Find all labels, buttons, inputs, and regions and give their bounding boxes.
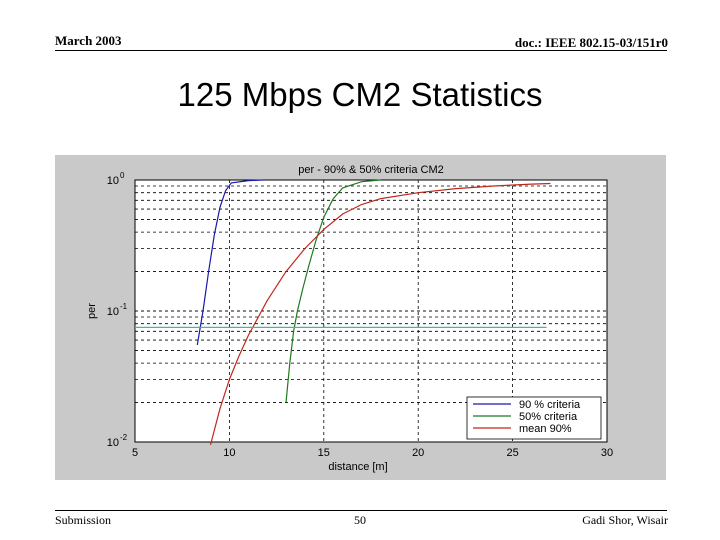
y-tick-label: 10 xyxy=(107,437,119,449)
x-tick-label: 10 xyxy=(223,447,235,459)
legend-label: 90 % criteria xyxy=(519,399,581,411)
legend-label: mean 90% xyxy=(519,423,572,435)
y-axis-label: per xyxy=(86,303,98,319)
legend-label: 50% criteria xyxy=(519,411,578,423)
header-doc-id: doc.: IEEE 802.15-03/151r0 xyxy=(514,35,668,50)
series-line-2 xyxy=(285,179,381,403)
series-layer xyxy=(135,179,551,446)
grid-layer xyxy=(134,179,608,443)
x-tick-label: 20 xyxy=(412,447,424,459)
y-tick-exponent: -1 xyxy=(120,302,128,311)
y-tick-label: 10 xyxy=(107,306,119,318)
header-divider xyxy=(55,50,667,51)
slide-title: 125 Mbps CM2 Statistics xyxy=(177,76,543,113)
footer-divider xyxy=(55,510,667,511)
y-tick-label: 10 xyxy=(107,175,119,187)
x-tick-label: 5 xyxy=(132,447,138,459)
series-line-3 xyxy=(209,182,551,446)
x-tick-label: 25 xyxy=(506,447,518,459)
page-number: 50 xyxy=(354,513,366,527)
x-tick-label: 15 xyxy=(318,447,330,459)
y-tick-exponent: 0 xyxy=(120,171,125,180)
header-date: March 2003 xyxy=(55,33,122,48)
footer-author: Gadi Shor, Wisair xyxy=(582,513,668,527)
series-line-1 xyxy=(196,179,264,346)
y-tick-exponent: -2 xyxy=(120,433,128,442)
x-axis-label: distance [m] xyxy=(328,461,387,473)
footer-submission: Submission xyxy=(55,513,112,527)
x-tick-label: 30 xyxy=(601,447,613,459)
chart-title: per - 90% & 50% criteria CM2 xyxy=(298,164,444,176)
chart-figure: 5 10 15 20 25 30 10 0 10 -1 10 -2 per - 90% & 50% c… xyxy=(55,155,666,480)
